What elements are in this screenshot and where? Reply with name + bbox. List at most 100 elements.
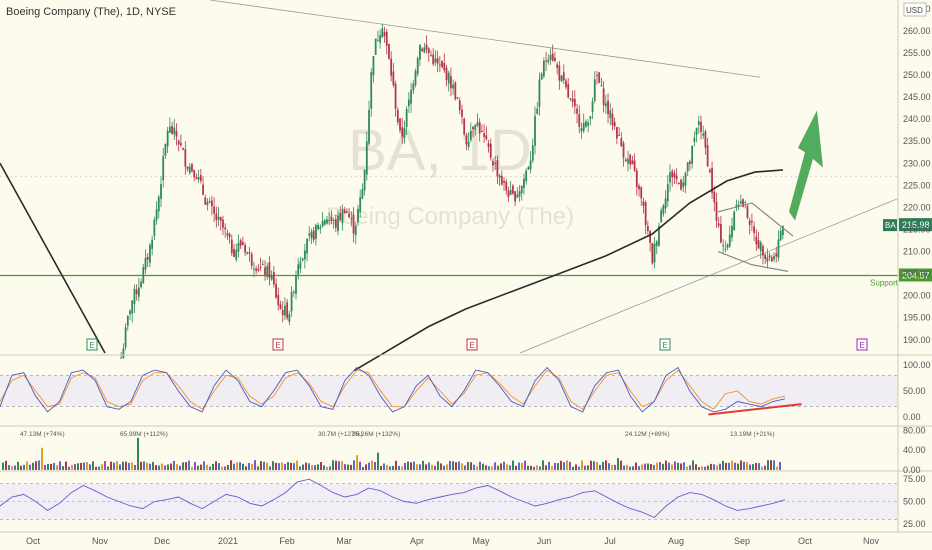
candle-body — [607, 100, 609, 115]
candle-body — [237, 243, 240, 252]
candle-body — [708, 169, 711, 173]
candle-body — [456, 97, 459, 99]
volume-bar — [608, 463, 610, 470]
volume-bar — [704, 466, 706, 470]
volume-bar — [584, 465, 586, 470]
price-tick-label: 250.00 — [903, 70, 931, 80]
volume-bar — [284, 463, 286, 470]
volume-bar — [143, 461, 145, 470]
candle-body — [301, 258, 304, 261]
candle-body — [720, 223, 722, 243]
volume-bar — [449, 460, 451, 470]
candle-body — [465, 135, 468, 145]
currency-label: USD — [906, 6, 923, 15]
volume-bar — [506, 464, 508, 470]
candle-body — [266, 265, 269, 277]
candle-body — [370, 72, 373, 109]
candle-body — [642, 201, 645, 206]
volume-bar — [329, 466, 331, 470]
volume-bar — [257, 466, 259, 470]
volume-bar — [698, 466, 700, 470]
candle-body — [662, 205, 665, 214]
volume-bar — [365, 464, 367, 470]
earnings-marker: E — [856, 338, 868, 351]
candle-body — [585, 121, 587, 127]
volume-bar — [509, 465, 511, 470]
volume-bar — [749, 464, 751, 470]
candle-body — [560, 75, 563, 82]
candle-body — [653, 243, 656, 263]
candle-body — [281, 310, 284, 316]
candle-body — [615, 127, 618, 139]
volume-bar — [779, 461, 781, 470]
volume-bar — [467, 461, 469, 470]
volume-bar — [503, 461, 505, 470]
candle-body — [489, 143, 492, 158]
moving-average-left — [0, 162, 106, 354]
candle-body — [569, 98, 572, 100]
candle-body — [288, 314, 291, 322]
volume-bar — [428, 462, 430, 470]
volume-bar — [419, 464, 421, 470]
volume-bar — [359, 461, 361, 470]
volume-bar — [398, 465, 400, 470]
volume-annotation: 30.7M (+127%) — [318, 431, 363, 438]
volume-bar — [86, 461, 88, 470]
candle-body — [571, 98, 574, 102]
support-price-tag — [899, 268, 932, 282]
time-tick-label: Nov — [863, 536, 880, 546]
volume-bar — [548, 461, 550, 470]
candle-body — [551, 53, 554, 61]
volume-bar — [191, 466, 193, 470]
volume-bar — [50, 463, 52, 470]
volume-bar — [728, 462, 730, 470]
volume-bar — [38, 460, 40, 470]
volume-bar — [623, 465, 625, 470]
volume-bar — [29, 464, 31, 470]
candle-body — [315, 224, 317, 239]
volume-bar — [602, 461, 604, 470]
volume-bar — [173, 460, 175, 470]
volume-bar — [374, 462, 376, 470]
volume-bar — [455, 462, 457, 470]
volume-bar — [743, 461, 745, 470]
volume-bar — [296, 460, 298, 470]
candle-body — [388, 43, 390, 59]
candle-body — [359, 197, 362, 212]
candle-body — [405, 109, 408, 128]
candle-body — [715, 201, 718, 221]
volume-bar — [383, 463, 385, 470]
volume-bar — [689, 465, 691, 470]
candle-body — [511, 185, 514, 194]
candle-body — [695, 127, 698, 135]
volume-bar — [458, 461, 460, 470]
rsi-tick-label: 75.00 — [903, 474, 926, 484]
candle-body — [416, 58, 419, 75]
earnings-marker-box — [466, 338, 478, 351]
candle-body — [357, 208, 359, 223]
volume-bar — [767, 460, 769, 470]
price-tick-label: 205.00 — [903, 269, 931, 279]
candle-body — [540, 73, 543, 80]
candle-body — [210, 200, 213, 207]
volume-bar — [575, 464, 577, 470]
breakout-arrow — [789, 110, 823, 221]
candle-body — [350, 218, 353, 220]
candle-body — [494, 163, 497, 165]
volume-bar — [533, 466, 535, 470]
candle-body — [531, 145, 534, 161]
volume-bar — [80, 462, 82, 470]
volume-bar — [338, 461, 340, 470]
candle-body — [155, 209, 158, 221]
volume-bar — [392, 465, 394, 470]
volume-bar — [695, 464, 697, 470]
volume-bar — [128, 462, 130, 470]
candle-body — [724, 248, 727, 250]
candle-body — [706, 145, 709, 167]
candle-body — [750, 220, 753, 223]
volume-bar — [434, 465, 436, 470]
stoch-k-line — [0, 366, 786, 413]
candle-body — [556, 64, 559, 68]
candle-body — [713, 191, 716, 203]
